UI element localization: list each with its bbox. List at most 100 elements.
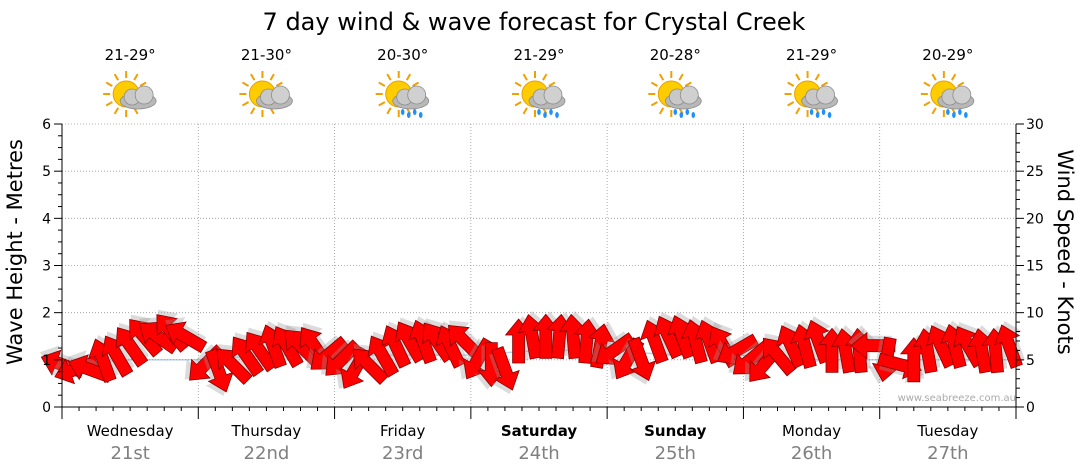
- sun-ray: [542, 73, 548, 81]
- left-tick-label: 3: [42, 259, 51, 275]
- sun-ray: [378, 81, 386, 87]
- wind-speed-series: [39, 309, 1026, 397]
- cloud-puff: [271, 85, 290, 105]
- sun-ray: [113, 107, 120, 115]
- rain-drop: [815, 112, 820, 118]
- wind-arrow: [712, 332, 760, 366]
- sun-cloud-icon: [103, 71, 157, 117]
- sun-cloud-rain-icon: [648, 71, 702, 118]
- cloud-puff: [407, 85, 427, 105]
- wind-arrow-body: [627, 336, 657, 382]
- left-tick-label: 0: [42, 400, 51, 416]
- sun-ray: [795, 107, 801, 115]
- right-tick-label: 30: [1026, 117, 1044, 133]
- rain-drop: [946, 109, 950, 115]
- right-tick-label: 20: [1026, 211, 1044, 227]
- sun-cloud-rain-icon: [375, 71, 430, 118]
- cloud-puff: [952, 85, 972, 105]
- left-tick-label: 5: [42, 164, 51, 180]
- rain-drop: [691, 112, 696, 118]
- left-tick-label: 6: [42, 117, 51, 133]
- wind-arrow: [474, 342, 506, 390]
- wind-arrow-body: [367, 335, 400, 378]
- sun-ray: [650, 101, 658, 107]
- day-temp: 20-29°: [922, 46, 973, 64]
- rain-drop: [679, 112, 684, 118]
- right-tick-label: 5: [1026, 353, 1035, 369]
- rain-drop: [537, 109, 541, 115]
- day-date: 22nd: [244, 443, 290, 464]
- sun-ray: [514, 81, 522, 87]
- sun-ray: [678, 73, 684, 81]
- day-name: Tuesday: [916, 422, 978, 440]
- rain-drop: [543, 112, 547, 118]
- sun-ray: [931, 73, 937, 81]
- day-date: 25th: [655, 443, 696, 464]
- sun-cloud-icon: [239, 71, 293, 117]
- sun-ray: [412, 81, 420, 87]
- wind-arrow-body: [716, 333, 760, 366]
- rain-drop: [412, 109, 417, 115]
- sun-ray: [950, 73, 957, 81]
- chart-title: 7 day wind & wave forecast for Crystal C…: [263, 8, 806, 36]
- day-temp: 21-29°: [786, 46, 837, 64]
- sun-ray: [957, 81, 965, 87]
- sun-ray: [242, 101, 250, 107]
- sun-ray: [133, 73, 139, 81]
- day-date: 24th: [518, 443, 559, 464]
- wind-arrow-body: [216, 348, 253, 385]
- day-name: Thursday: [231, 422, 302, 440]
- plot-axes: 0 1 2 3 4 5 6 0 5 10 15 20 25 30: [42, 117, 1044, 419]
- watermark: www.seabreeze.com.au: [898, 393, 1016, 404]
- day-date: 21st: [110, 443, 149, 464]
- day-date: 23rd: [382, 443, 423, 464]
- right-axis-title: Wind Speed - Knots: [1053, 149, 1077, 354]
- day-temp: 21-29°: [105, 46, 156, 64]
- sun-ray: [795, 73, 801, 81]
- sun-ray: [386, 73, 392, 81]
- wind-arrow-body: [101, 335, 134, 378]
- wind-arrow-body: [380, 325, 412, 369]
- wind-arrow: [231, 332, 266, 378]
- sun-ray: [787, 101, 795, 107]
- left-axis-title: Wave Height - Metres: [3, 139, 27, 365]
- rain-drop: [958, 109, 962, 115]
- sun-ray: [105, 101, 113, 107]
- day-name: Monday: [782, 422, 841, 440]
- day-axis-labels: Wednesday 21st Thursday 22nd Friday 23rd Satur…: [87, 422, 979, 464]
- wind-arrow-body: [165, 321, 208, 354]
- sun-ray: [814, 73, 820, 81]
- sun-ray: [269, 73, 275, 81]
- wind-arrow: [216, 344, 253, 385]
- wind-arrow-body: [115, 327, 149, 368]
- sun-ray: [386, 107, 392, 115]
- sun-ray: [820, 81, 828, 87]
- sun-ray: [931, 107, 937, 115]
- sun-ray: [113, 73, 120, 81]
- left-tick-label: 1: [42, 353, 51, 369]
- sun-cloud-rain-icon: [512, 71, 566, 118]
- sun-cloud-rain-icon: [920, 71, 975, 118]
- sun-ray: [522, 73, 528, 81]
- rain-drop: [827, 112, 832, 118]
- right-tick-label: 25: [1026, 164, 1044, 180]
- wind-arrow: [380, 321, 413, 369]
- wind-arrow-body: [491, 346, 520, 391]
- sun-ray: [658, 73, 665, 81]
- day-date: 27th: [927, 443, 968, 464]
- plot-grid: [62, 123, 1016, 407]
- rain-drop: [952, 112, 956, 118]
- sun-ray: [787, 81, 795, 87]
- day-name: Sunday: [644, 422, 707, 440]
- sun-ray: [250, 107, 256, 115]
- sun-ray: [378, 101, 386, 107]
- day-temp: 20-30°: [377, 46, 428, 64]
- wind-arrow: [367, 331, 401, 378]
- day-forecast-header: 21-29° 21-30° 20-30° 21-29° 20-28° 21-29° 20-2…: [103, 46, 975, 118]
- rain-drop: [821, 109, 826, 115]
- rain-drop: [549, 109, 553, 115]
- sun-ray: [522, 107, 528, 115]
- sun-ray: [250, 73, 256, 81]
- rain-drop: [809, 109, 814, 115]
